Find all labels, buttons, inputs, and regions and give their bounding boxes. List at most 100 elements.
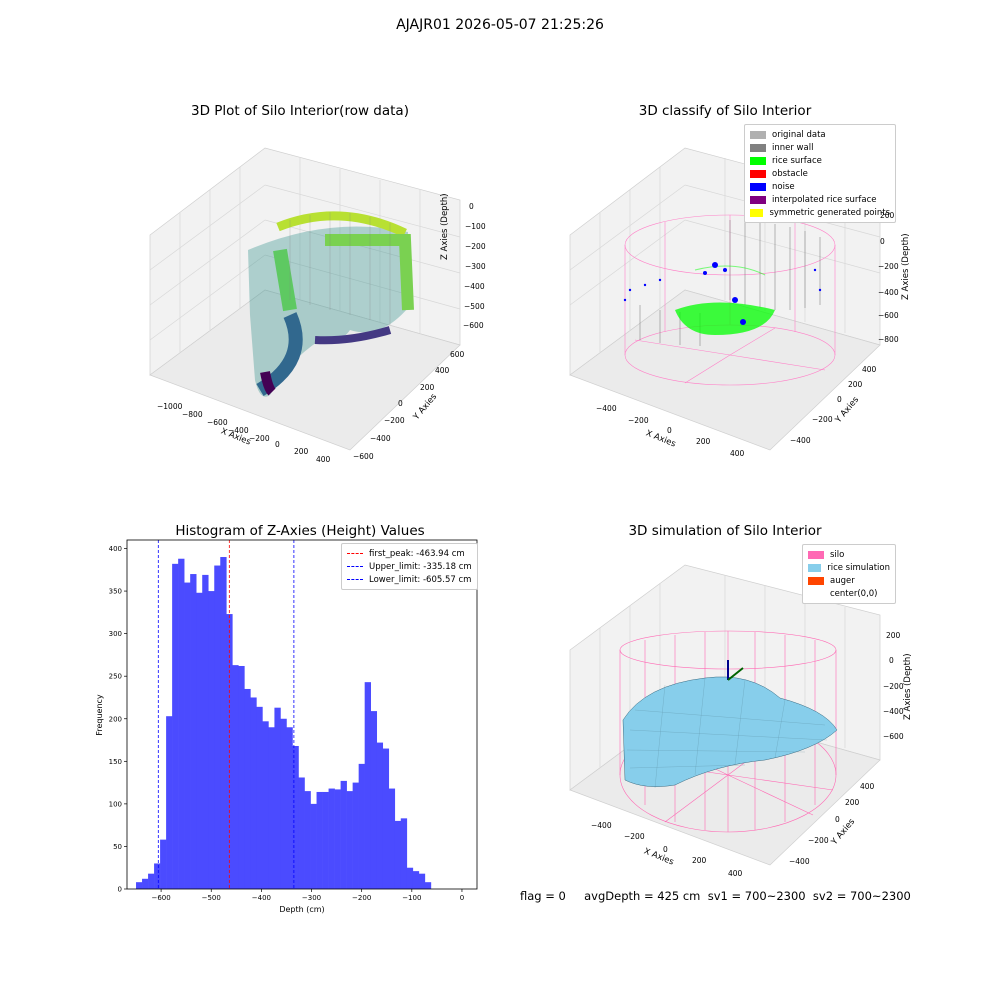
histogram-bar xyxy=(352,782,359,889)
legend-item-upper-limit: Upper_limit: -335.18 cm xyxy=(347,560,472,573)
histogram-bar xyxy=(304,791,311,889)
classify-plot-title: 3D classify of Silo Interior xyxy=(638,103,812,119)
legend-swatch xyxy=(750,156,766,165)
legend-swatch xyxy=(750,208,764,217)
histogram-bar xyxy=(364,682,371,889)
histogram-bar xyxy=(322,791,329,889)
raw-point-cloud xyxy=(256,211,414,397)
histogram-x-ticks: −600 −500 −400 −300 −200 −100 0 xyxy=(151,889,464,902)
classify-legend-item: original data xyxy=(750,128,890,141)
histogram-bar xyxy=(250,697,257,889)
histogram-bar xyxy=(382,748,390,889)
simulation-plot-title: 3D simulation of Silo Interior xyxy=(628,523,822,539)
histogram-bar xyxy=(280,718,287,889)
legend-label: original data xyxy=(772,129,826,140)
legend-swatch xyxy=(750,130,766,139)
simulation-3d-plot xyxy=(569,564,881,866)
noise-points xyxy=(623,262,822,325)
histogram-chart: −600 −500 −400 −300 −200 −100 0 0 50 100 150 200 25… xyxy=(95,539,478,914)
legend-label: silo xyxy=(830,549,845,560)
histogram-bar xyxy=(298,777,305,889)
center-axes-marker xyxy=(727,660,744,681)
histogram-bar xyxy=(328,788,335,889)
histogram-bar xyxy=(238,665,245,889)
histogram-bar xyxy=(406,867,414,889)
classify-legend-item: interpolated rice surface xyxy=(750,193,890,206)
y-tick-label: 100 xyxy=(109,800,122,808)
y-tick-label: 250 xyxy=(109,673,122,681)
histogram-bar xyxy=(310,803,317,889)
histogram-bar xyxy=(220,557,227,889)
histogram-title: Histogram of Z-Axies (Height) Values xyxy=(175,523,425,539)
legend-label: auger xyxy=(830,575,855,586)
classify-legend-item: noise xyxy=(750,180,890,193)
histogram-bar xyxy=(274,707,281,889)
histogram-bar xyxy=(412,871,420,889)
histogram-bar xyxy=(292,745,299,889)
rice-surface-points xyxy=(675,302,775,335)
legend-label: noise xyxy=(772,181,795,192)
histogram-y-axis-label: Frequency xyxy=(95,694,104,736)
histogram-bar xyxy=(166,716,173,889)
y-tick-label: 150 xyxy=(109,758,122,766)
simulation-legend: silo rice simulation auger center(0,0) xyxy=(802,544,896,604)
legend-label: rice simulation xyxy=(827,562,890,573)
x-tick-label: −200 xyxy=(352,894,371,902)
histogram-legend: first_peak: -463.94 cm Upper_limit: -335… xyxy=(341,543,478,590)
histogram-bar xyxy=(184,582,191,889)
legend-swatch xyxy=(808,576,824,585)
histogram-bar xyxy=(244,688,251,889)
histogram-bar xyxy=(136,882,143,889)
inner-wall-points xyxy=(639,220,821,346)
histogram-bar xyxy=(256,706,263,889)
legend-item-first-peak: first_peak: -463.94 cm xyxy=(347,547,472,560)
histogram-vlines xyxy=(157,540,295,889)
raw-plot-title: 3D Plot of Silo Interior(row data) xyxy=(191,103,409,119)
y-tick-label: 400 xyxy=(109,545,122,553)
legend-item-lower-limit: Lower_limit: -605.57 cm xyxy=(347,573,472,586)
status-footer: flag = 0 avgDepth = 425 cm sv1 = 700~230… xyxy=(520,889,911,903)
histogram-bar xyxy=(160,839,167,889)
x-tick-label: −400 xyxy=(252,894,271,902)
classify-legend: original data inner wall rice surface obsta… xyxy=(744,124,896,223)
y-tick-label: 200 xyxy=(109,715,122,723)
simulation-legend-item: auger xyxy=(808,574,890,587)
histogram-bar xyxy=(190,574,197,889)
legend-label: interpolated rice surface xyxy=(772,194,877,205)
legend-swatch xyxy=(750,169,766,178)
histogram-bar xyxy=(334,789,341,889)
legend-swatch xyxy=(750,195,766,204)
histogram-bar xyxy=(340,780,347,889)
x-tick-label: 0 xyxy=(460,894,464,902)
histogram-bar xyxy=(394,820,402,889)
y-tick-label: 350 xyxy=(109,588,122,596)
x-tick-label: −600 xyxy=(151,894,170,902)
simulation-legend-item: center(0,0) xyxy=(808,587,890,600)
histogram-x-axis-label: Depth (cm) xyxy=(279,905,324,914)
legend-swatch xyxy=(808,563,822,572)
histogram-bar xyxy=(376,742,384,889)
histogram-bar xyxy=(178,558,185,889)
legend-label: inner wall xyxy=(772,142,814,153)
histogram-bar xyxy=(424,882,432,889)
histogram-bar xyxy=(196,592,203,889)
x-tick-label: −500 xyxy=(202,894,221,902)
x-tick-label: −100 xyxy=(402,894,421,902)
legend-label: symmetric generated points xyxy=(769,207,890,218)
histogram-bar xyxy=(370,711,378,889)
histogram-bar xyxy=(232,665,239,889)
histogram-bars xyxy=(136,557,432,889)
x-tick-label: −300 xyxy=(302,894,321,902)
simulation-legend-item: rice simulation xyxy=(808,561,890,574)
histogram-bar xyxy=(388,788,396,889)
figure-title: AJAJR01 2026-05-07 21:25:26 xyxy=(396,17,604,33)
histogram-bar xyxy=(286,727,293,889)
legend-label: obstacle xyxy=(772,168,808,179)
histogram-bar xyxy=(214,565,221,889)
legend-label: center(0,0) xyxy=(830,588,878,599)
legend-swatch xyxy=(808,550,824,559)
classify-legend-item: symmetric generated points xyxy=(750,206,890,219)
legend-swatch xyxy=(750,182,766,191)
histogram-bar xyxy=(316,791,323,889)
histogram-y-ticks: 0 50 100 150 200 250 300 350 400 xyxy=(109,545,127,894)
